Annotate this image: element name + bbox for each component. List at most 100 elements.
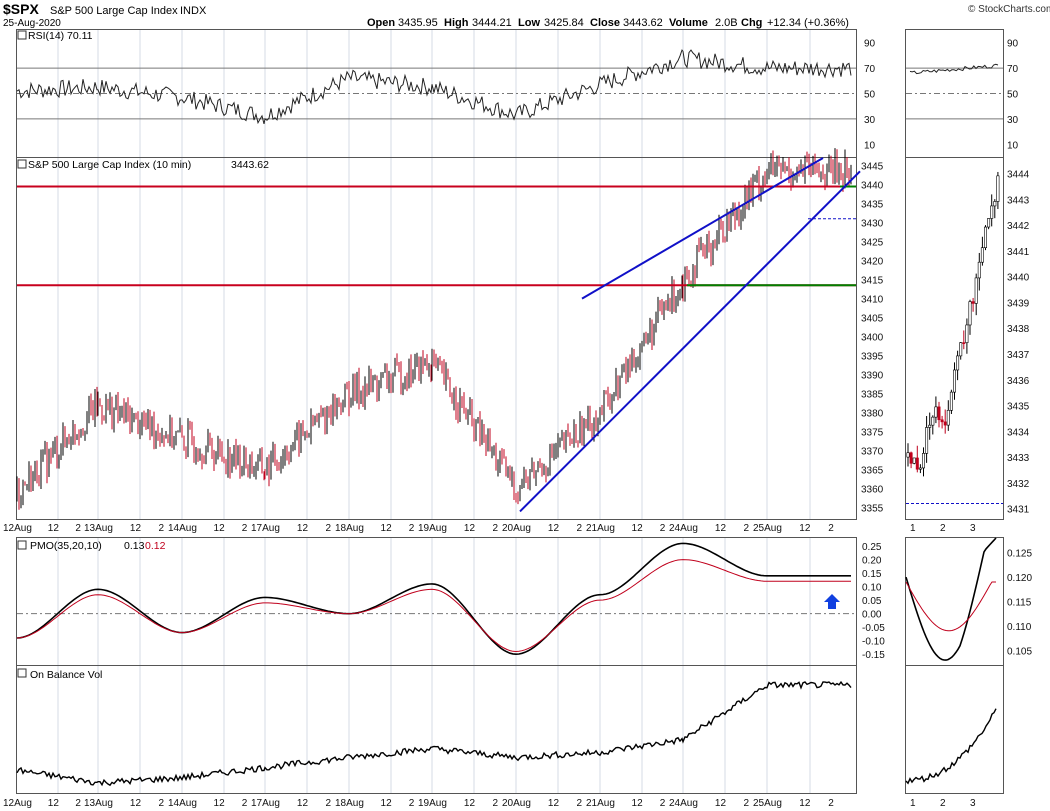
- lower-trendline: [519, 170, 861, 513]
- right-price-body: [974, 277, 978, 304]
- volume-value: 2.0B: [715, 17, 738, 29]
- right-price-tick-label: 3440: [1007, 273, 1030, 284]
- hour-tick-label: 12: [464, 798, 476, 809]
- hour-tick-label: 2: [158, 523, 164, 534]
- right-price-body: [940, 419, 944, 423]
- right-price-body: [912, 457, 916, 464]
- hour-tick-label: 2: [75, 523, 81, 534]
- right-price-body: [906, 452, 910, 458]
- pmo-tick-label: -0.10: [862, 637, 885, 648]
- obv-series: [16, 680, 852, 787]
- right-price-body: [934, 406, 938, 418]
- pmo-title: PMO(35,20,10): [30, 540, 102, 552]
- rsi-series: [16, 49, 999, 125]
- price-tick-label: 3435: [861, 200, 884, 211]
- hour-tick-label: 2: [409, 523, 415, 534]
- right-rsi-tick-label: 30: [1007, 115, 1019, 126]
- right-rsi-line: [909, 63, 999, 75]
- date-tick-label: 12Aug: [3, 523, 32, 534]
- rsi-tick-label: 90: [864, 39, 876, 50]
- hour-tick-label: 12: [130, 523, 142, 534]
- right-price-body: [946, 410, 950, 426]
- right-price-body: [925, 427, 929, 454]
- hour-tick-label: 2: [242, 798, 248, 809]
- rsi-panel: [16, 29, 857, 158]
- right-price-body: [928, 424, 932, 428]
- hour-tick-label: 2: [576, 798, 582, 809]
- hour-tick-label: 12: [715, 798, 727, 809]
- hour-tick-label: 12: [632, 523, 644, 534]
- pmo-signal-line: [16, 559, 851, 653]
- hour-tick-label: 12: [130, 798, 142, 809]
- hour-tick-label: 2: [242, 523, 248, 534]
- pmo-tick-label: 0.05: [862, 596, 882, 607]
- date-label: 25-Aug-2020: [3, 18, 61, 29]
- price-tick-label: 3430: [861, 219, 884, 230]
- hour-tick-label: 2: [325, 798, 331, 809]
- high-value: 3444.21: [472, 17, 512, 29]
- close-label: Close: [590, 17, 620, 29]
- date-tick-label: 25Aug: [753, 798, 782, 809]
- chg-value: +12.34 (+0.36%): [767, 17, 849, 29]
- hour-tick-label: 12: [632, 798, 644, 809]
- hour-tick-label: 12: [548, 523, 560, 534]
- rsi-line: [16, 49, 852, 125]
- price-tick-label: 3355: [861, 504, 884, 515]
- volume-label: Volume: [669, 17, 708, 29]
- hour-tick-label: 2: [660, 523, 666, 534]
- price-last: 3443.62: [231, 159, 269, 171]
- date-tick-label: 19Aug: [418, 523, 447, 534]
- hour-tick-label: 2: [325, 523, 331, 534]
- obv-line: [16, 680, 852, 787]
- date-tick-label: 20Aug: [502, 798, 531, 809]
- price-tick-label: 3365: [861, 466, 884, 477]
- open-label: Open: [367, 17, 395, 29]
- rsi-tick-label: 70: [864, 64, 876, 75]
- ohlc-readout: Open 3435.95 High 3444.21 Low 3425.84 Cl…: [367, 17, 849, 29]
- right-price-body: [965, 324, 969, 343]
- high-label: High: [444, 17, 469, 29]
- upper-trendline: [581, 157, 824, 300]
- hour-tick-label: 12: [464, 523, 476, 534]
- hour-tick-label: 2: [492, 523, 498, 534]
- price-tick-label: 3440: [861, 181, 884, 192]
- right-price-body: [962, 342, 966, 344]
- hour-tick-label: 2: [75, 798, 81, 809]
- date-tick-label: 24Aug: [669, 798, 698, 809]
- pmo-series: [16, 542, 851, 656]
- hour-tick-label: 2: [828, 523, 834, 534]
- date-tick-label: 13Aug: [84, 523, 113, 534]
- hour-tick-label: 12: [297, 523, 309, 534]
- right-panel-series: [905, 171, 1003, 785]
- copyright-label: © StockCharts.com: [968, 4, 1050, 15]
- date-tick-label: 17Aug: [251, 798, 280, 809]
- hour-tick-label: 2: [743, 523, 749, 534]
- right-pmo-tick-label: 0.115: [1007, 598, 1032, 609]
- right-price-tick-label: 3435: [1007, 402, 1030, 413]
- pmo-tick-label: -0.05: [862, 623, 885, 634]
- panel-frames: [16, 29, 1004, 794]
- date-tick-label: 20Aug: [502, 523, 531, 534]
- price-tick-label: 3415: [861, 276, 884, 287]
- right-price-body: [949, 391, 953, 411]
- price-title: S&P 500 Large Cap Index (10 min): [28, 159, 191, 171]
- date-tick-label: 18Aug: [335, 523, 364, 534]
- axis-labels: 12Aug 12 2 13Aug 12 2 14Aug 12 2 17Aug 12 2 18Aug 12 2…: [3, 39, 1032, 809]
- pmo-tick-label: 0.10: [862, 583, 882, 594]
- right-price-tick-label: 3438: [1007, 324, 1030, 335]
- hour-tick-label: 12: [48, 798, 60, 809]
- right-price-tick-label: 3432: [1007, 479, 1030, 490]
- right-price-body: [993, 201, 997, 207]
- right-price-body: [956, 355, 960, 371]
- pmo-panel: [16, 537, 857, 666]
- right-price-panel: [905, 157, 1004, 520]
- hour-tick-label: 2: [576, 523, 582, 534]
- hour-tick-label: 12: [381, 798, 393, 809]
- right-price-body: [977, 261, 981, 279]
- date-tick-label: 21Aug: [586, 798, 615, 809]
- right-price-tick-label: 3441: [1007, 247, 1030, 258]
- hour-tick-label: 12: [715, 523, 727, 534]
- right-price-body: [918, 467, 922, 470]
- pmo-tick-label: -0.15: [862, 650, 885, 661]
